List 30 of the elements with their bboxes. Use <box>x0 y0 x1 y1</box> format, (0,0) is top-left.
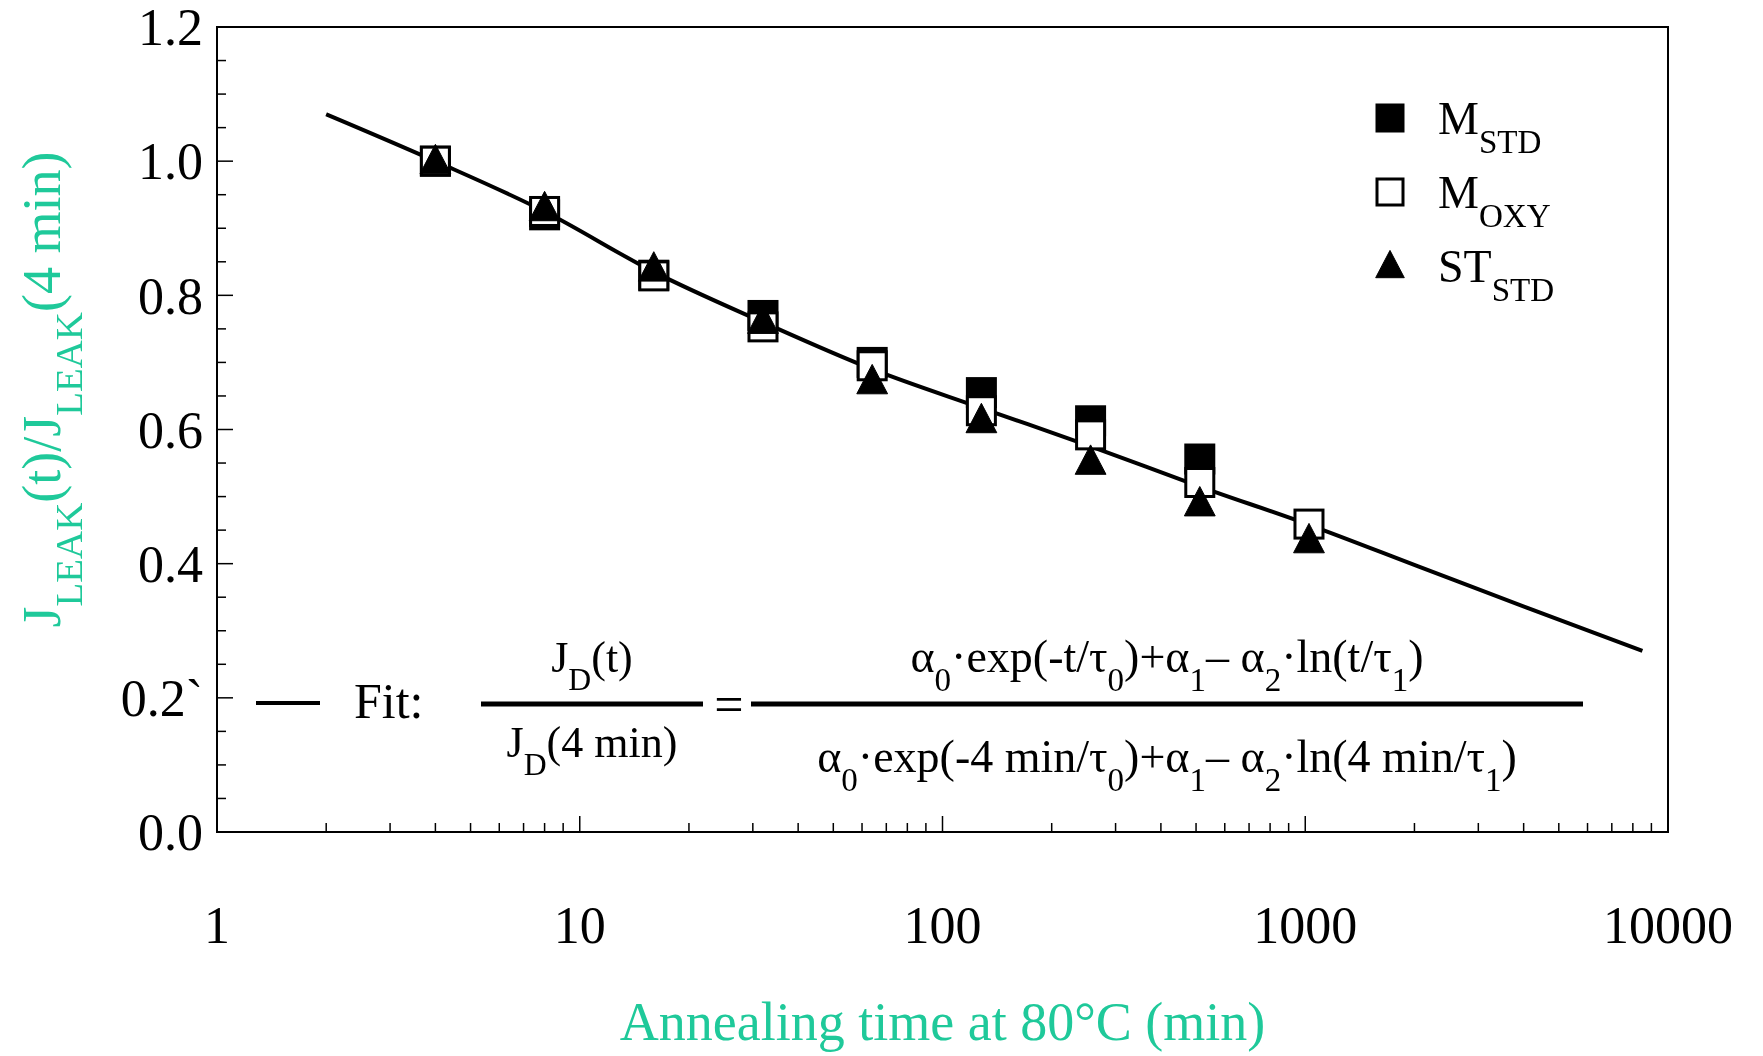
text: α$_{0}$·exp(-t/τ$_{0}$)+α$_{1}$– α$_{2}$·ln(t/τ$_{1}$) <box>910 631 1424 698</box>
text: α$_{0}$·exp(-4 min/τ$_{0}$)+α$_{1}$– α$_{2}$·ln(4 min/τ$_{1}$) <box>817 731 1517 798</box>
x-tick-label: 10 <box>553 897 606 954</box>
y-tick-label: 1.0 <box>138 133 203 191</box>
x-tick-label: 1 <box>204 897 230 954</box>
point <box>856 363 889 395</box>
annotation: J$_{D}$(t) <box>551 633 633 697</box>
y-tick-label: 1.2 <box>138 0 203 57</box>
x-tick-label: 10000 <box>1603 897 1733 954</box>
y-tick-label: 0.8 <box>138 267 203 325</box>
annotation: = <box>714 676 744 733</box>
point <box>1074 444 1107 475</box>
y-tick-label: 0.4 <box>138 535 203 593</box>
legend-label: M$_{STD}$ <box>1438 93 1542 160</box>
y-tick-label: 0.0 <box>138 804 203 862</box>
legend-label: ST$_{STD}$ <box>1438 241 1555 308</box>
point <box>1183 485 1216 517</box>
point <box>1075 419 1107 451</box>
point <box>965 402 998 434</box>
point <box>1184 467 1216 498</box>
x-tick-label: 100 <box>903 897 982 954</box>
annotation: J$_{D}$(4 min) <box>506 718 678 782</box>
legend-label: M$_{OXY}$ <box>1438 167 1551 234</box>
x-axis-title: Annealing time at 80°C (min) <box>619 992 1266 1052</box>
point <box>1293 522 1325 554</box>
legend-label: Fit: <box>354 673 424 729</box>
x-tick-label: 1000 <box>1253 897 1358 954</box>
point <box>637 251 670 282</box>
y-tick-label: 0.2` <box>120 670 203 728</box>
y-tick-label: 0.6 <box>138 401 203 459</box>
